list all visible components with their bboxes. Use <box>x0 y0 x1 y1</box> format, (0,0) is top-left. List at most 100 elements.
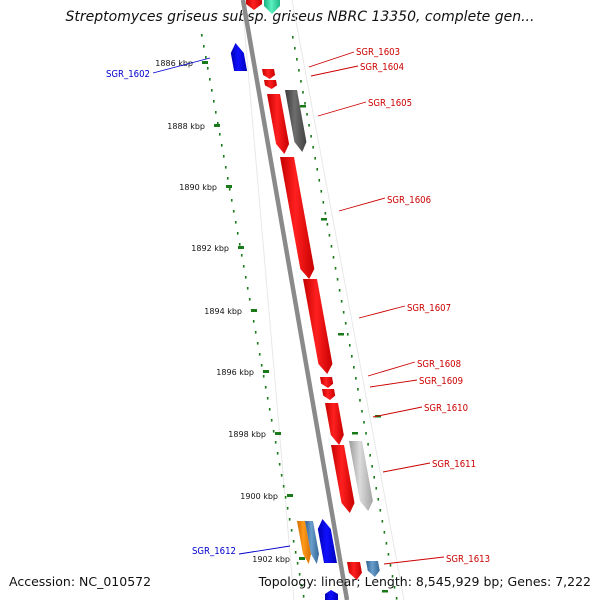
axis-dot <box>278 463 281 466</box>
gene-label-sgr-1612[interactable]: SGR_1612 <box>192 546 236 557</box>
axis-dot <box>266 397 269 400</box>
guide-dot <box>328 234 331 237</box>
gene-label-sgr-1607[interactable]: SGR_1607 <box>407 303 451 314</box>
axis-dot <box>214 111 217 114</box>
guide-dash <box>300 105 306 108</box>
gene-sgr-1612-steel[interactable] <box>305 521 319 564</box>
axis-dot <box>268 408 271 411</box>
gene-label-sgr-1605[interactable]: SGR_1605 <box>368 98 412 109</box>
gene-sgr-1605[interactable] <box>267 94 290 154</box>
axis-dot <box>274 441 277 444</box>
axis-dot <box>294 551 297 554</box>
tick-label: 1888 kbp <box>167 122 205 131</box>
axis-dot <box>236 232 239 235</box>
gene-label-sgr-1609[interactable]: SGR_1609 <box>419 376 463 387</box>
guide-dot <box>324 212 327 215</box>
axis-dot <box>270 419 273 422</box>
tick-label: 1894 kbp <box>204 307 242 316</box>
gene-partial-bottom-blue[interactable] <box>325 590 338 600</box>
guide-dot <box>355 377 357 380</box>
axis-dot <box>256 342 259 345</box>
label-callout-line <box>317 101 367 117</box>
guide-dot <box>348 344 351 347</box>
gene-label-sgr-1610[interactable]: SGR_1610 <box>424 403 468 414</box>
gene-sgr-1604[interactable] <box>264 80 277 89</box>
gene-sgr-1612-orange[interactable] <box>297 521 311 564</box>
guide-dot <box>296 58 298 61</box>
tick-mark <box>287 494 293 497</box>
track-edge-left <box>241 0 295 600</box>
axis-dot <box>210 89 213 92</box>
guide-dot <box>292 36 294 39</box>
gene-sgr-1613-steel[interactable] <box>366 561 380 577</box>
gene-label-sgr-1606[interactable]: SGR_1606 <box>387 195 431 206</box>
axis-dot <box>288 518 291 521</box>
guide-dot <box>375 487 378 490</box>
accession-text: Accession: NC_010572 <box>9 574 152 589</box>
gene-sgr-1613[interactable] <box>347 562 362 580</box>
guide-dot <box>310 135 312 138</box>
coordinate-axis <box>201 34 305 598</box>
guide-dot <box>365 432 367 435</box>
gene-sgr-1611[interactable] <box>331 445 355 513</box>
guide-dot <box>308 124 310 127</box>
guide-dot <box>346 333 349 336</box>
gene-sgr-1609[interactable] <box>322 389 336 400</box>
axis-dot <box>290 529 293 532</box>
axis-dot <box>284 496 287 499</box>
gene-label-sgr-1604[interactable]: SGR_1604 <box>360 62 404 73</box>
guide-dot <box>316 168 319 171</box>
guide-dash <box>382 590 388 593</box>
tick-mark <box>299 557 305 560</box>
axis-dot <box>280 474 283 477</box>
gene-labels: SGR_1602 SGR_1603 SGR_1604 SGR_1605 SGR_1606… <box>106 47 490 565</box>
label-callout-line <box>308 51 355 68</box>
axis-dot <box>222 155 225 158</box>
strand-guide-dots <box>292 36 398 600</box>
axis-dot <box>208 78 211 81</box>
gene-label-sgr-1603[interactable]: SGR_1603 <box>356 47 400 58</box>
gene-partial-top-red[interactable] <box>246 0 262 10</box>
gene-sgr-1606[interactable] <box>280 157 315 279</box>
axis-dot <box>260 364 263 367</box>
guide-dot <box>389 564 392 567</box>
gene-label-sgr-1611[interactable]: SGR_1611 <box>432 459 476 470</box>
map-title: Streptomyces griseus subsp. griseus NBRC… <box>65 9 535 25</box>
guide-dot <box>383 531 386 534</box>
guide-dot <box>357 388 359 391</box>
gene-partial-top-teal[interactable] <box>264 0 280 14</box>
tick-label: 1896 kbp <box>216 368 254 377</box>
axis-dot <box>276 452 279 455</box>
axis-dot <box>296 562 299 565</box>
axis-dot <box>204 56 207 59</box>
tick-label: 1898 kbp <box>228 430 266 439</box>
gene-label-sgr-1608[interactable]: SGR_1608 <box>417 359 461 370</box>
gene-label-sgr-1613[interactable]: SGR_1613 <box>446 554 490 565</box>
gene-sgr-1603[interactable] <box>262 69 276 79</box>
tick-label: 1892 kbp <box>191 244 229 253</box>
axis-dot <box>262 375 265 378</box>
gene-sgr-1611-pseudo[interactable] <box>349 441 373 511</box>
guide-dot <box>302 91 304 94</box>
gene-features <box>230 43 380 580</box>
axis-dot <box>212 100 215 103</box>
axis-dot <box>226 177 229 180</box>
axis-dot <box>272 430 275 433</box>
tick-label: 1902 kbp <box>252 555 290 564</box>
label-callout-line <box>372 406 423 418</box>
label-callout-line <box>358 305 406 319</box>
axis-dot <box>246 287 249 290</box>
axis-dot <box>248 298 251 301</box>
tick-label: 1900 kbp <box>240 492 278 501</box>
label-callout-line <box>382 462 431 473</box>
gene-sgr-1608[interactable] <box>320 377 334 388</box>
gene-sgr-1612[interactable] <box>317 519 337 563</box>
gene-sgr-1605-pseudo[interactable] <box>285 90 307 152</box>
gene-label-sgr-1602[interactable]: SGR_1602 <box>106 69 150 80</box>
tick-mark <box>238 246 244 249</box>
gene-sgr-1610[interactable] <box>325 403 344 445</box>
gene-sgr-1607[interactable] <box>303 279 333 374</box>
gene-sgr-1602[interactable] <box>230 43 248 71</box>
genome-summary: Topology: linear; Length: 8,545,929 bp; … <box>258 574 591 589</box>
